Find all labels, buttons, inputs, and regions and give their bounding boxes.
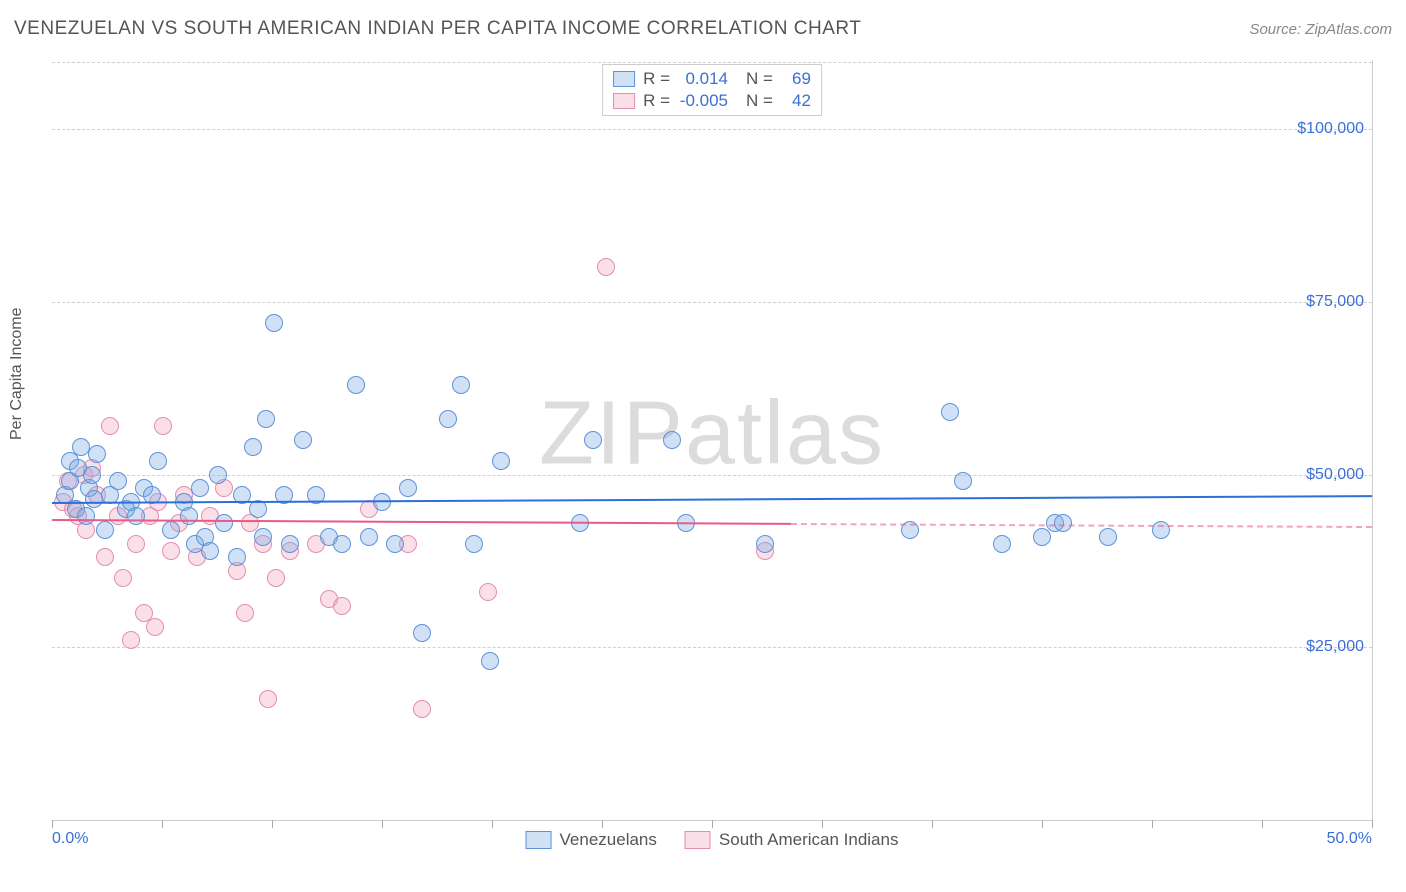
data-point [259, 690, 277, 708]
data-point [180, 507, 198, 525]
stats-row: R =0.014N =69 [613, 69, 811, 89]
data-point [114, 569, 132, 587]
x-tick [272, 820, 273, 828]
x-tick [932, 820, 933, 828]
stats-legend: R =0.014N =69R =-0.005N =42 [602, 64, 822, 116]
data-point [294, 431, 312, 449]
legend-label: South American Indians [719, 830, 899, 850]
data-point [360, 528, 378, 546]
legend-swatch [613, 93, 635, 109]
data-point [257, 410, 275, 428]
data-point [481, 652, 499, 670]
x-tick-label: 50.0% [1327, 830, 1372, 848]
legend-item: Venezuelans [526, 830, 657, 850]
stats-row: R =-0.005N =42 [613, 91, 811, 111]
x-tick-label: 0.0% [52, 830, 88, 848]
y-tick-label: $25,000 [1306, 638, 1364, 656]
data-point [127, 507, 145, 525]
data-point [149, 452, 167, 470]
data-point [236, 604, 254, 622]
data-point [201, 542, 219, 560]
data-point [122, 631, 140, 649]
data-point [215, 514, 233, 532]
data-point [347, 376, 365, 394]
x-tick [1372, 820, 1373, 828]
data-point [941, 403, 959, 421]
y-tick-label: $50,000 [1306, 466, 1364, 484]
y-tick-label: $75,000 [1306, 293, 1364, 311]
data-point [413, 700, 431, 718]
data-point [584, 431, 602, 449]
x-tick [162, 820, 163, 828]
chart-title: VENEZUELAN VS SOUTH AMERICAN INDIAN PER … [14, 18, 861, 40]
x-tick [712, 820, 713, 828]
x-tick [1042, 820, 1043, 828]
data-point [88, 445, 106, 463]
data-point [244, 438, 262, 456]
data-point [333, 535, 351, 553]
data-point [1152, 521, 1170, 539]
data-point [1033, 528, 1051, 546]
data-point [267, 569, 285, 587]
x-tick [52, 820, 53, 828]
gridline [52, 647, 1372, 648]
data-point [154, 417, 172, 435]
data-point [1054, 514, 1072, 532]
data-point [228, 548, 246, 566]
x-tick [382, 820, 383, 828]
x-tick [492, 820, 493, 828]
legend-swatch [613, 71, 635, 87]
data-point [386, 535, 404, 553]
y-axis-label: Per Capita Income [8, 307, 26, 440]
data-point [954, 472, 972, 490]
gridline [52, 129, 1372, 130]
data-point [756, 535, 774, 553]
source-label: Source: ZipAtlas.com [1249, 21, 1392, 38]
series-legend: Venezuelans South American Indians [526, 830, 899, 850]
data-point [1099, 528, 1117, 546]
data-point [439, 410, 457, 428]
gridline [52, 302, 1372, 303]
trend-line [791, 523, 1372, 528]
data-point [399, 479, 417, 497]
data-point [146, 618, 164, 636]
data-point [162, 521, 180, 539]
x-tick [602, 820, 603, 828]
data-point [452, 376, 470, 394]
x-tick [1152, 820, 1153, 828]
data-point [265, 314, 283, 332]
data-point [413, 624, 431, 642]
y-tick-label: $100,000 [1297, 120, 1364, 138]
legend-swatch [526, 831, 552, 849]
gridline [52, 475, 1372, 476]
data-point [162, 542, 180, 560]
data-point [96, 548, 114, 566]
data-point [83, 466, 101, 484]
data-point [109, 472, 127, 490]
x-tick [822, 820, 823, 828]
data-point [127, 535, 145, 553]
data-point [465, 535, 483, 553]
scatter-chart: ZIPatlas $25,000$50,000$75,000$100,0000.… [52, 60, 1373, 821]
data-point [492, 452, 510, 470]
x-tick [1262, 820, 1263, 828]
legend-swatch [685, 831, 711, 849]
data-point [479, 583, 497, 601]
data-point [77, 507, 95, 525]
data-point [333, 597, 351, 615]
data-point [101, 417, 119, 435]
data-point [597, 258, 615, 276]
data-point [96, 521, 114, 539]
legend-item: South American Indians [685, 830, 899, 850]
data-point [209, 466, 227, 484]
data-point [281, 535, 299, 553]
legend-label: Venezuelans [560, 830, 657, 850]
data-point [191, 479, 209, 497]
data-point [254, 528, 272, 546]
data-point [663, 431, 681, 449]
data-point [993, 535, 1011, 553]
